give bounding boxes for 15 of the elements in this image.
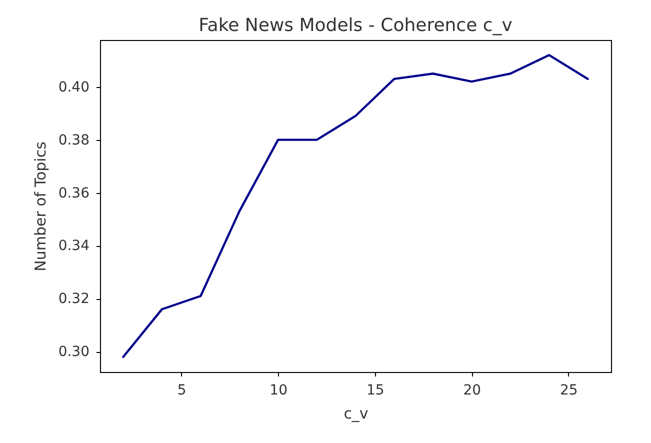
y-tick-label: 0.36 <box>58 185 90 202</box>
x-tick-label: 15 <box>366 382 384 398</box>
chart-title: Fake News Models - Coherence c_v <box>198 15 513 36</box>
y-tick-label: 0.40 <box>58 79 90 96</box>
x-tick-label: 5 <box>177 382 186 398</box>
x-tick-label: 10 <box>270 382 288 398</box>
y-tick-label: 0.38 <box>58 132 90 148</box>
x-tick-label: 25 <box>560 382 578 398</box>
x-tick-label: 20 <box>463 382 482 398</box>
y-tick-label: 0.32 <box>58 291 90 308</box>
x-axis-title: c_v <box>344 404 368 422</box>
y-axis-title: Number of Topics <box>31 141 50 272</box>
y-tick-label: 0.34 <box>58 238 90 254</box>
y-tick-label: 0.30 <box>58 344 90 360</box>
line-series <box>122 54 589 358</box>
